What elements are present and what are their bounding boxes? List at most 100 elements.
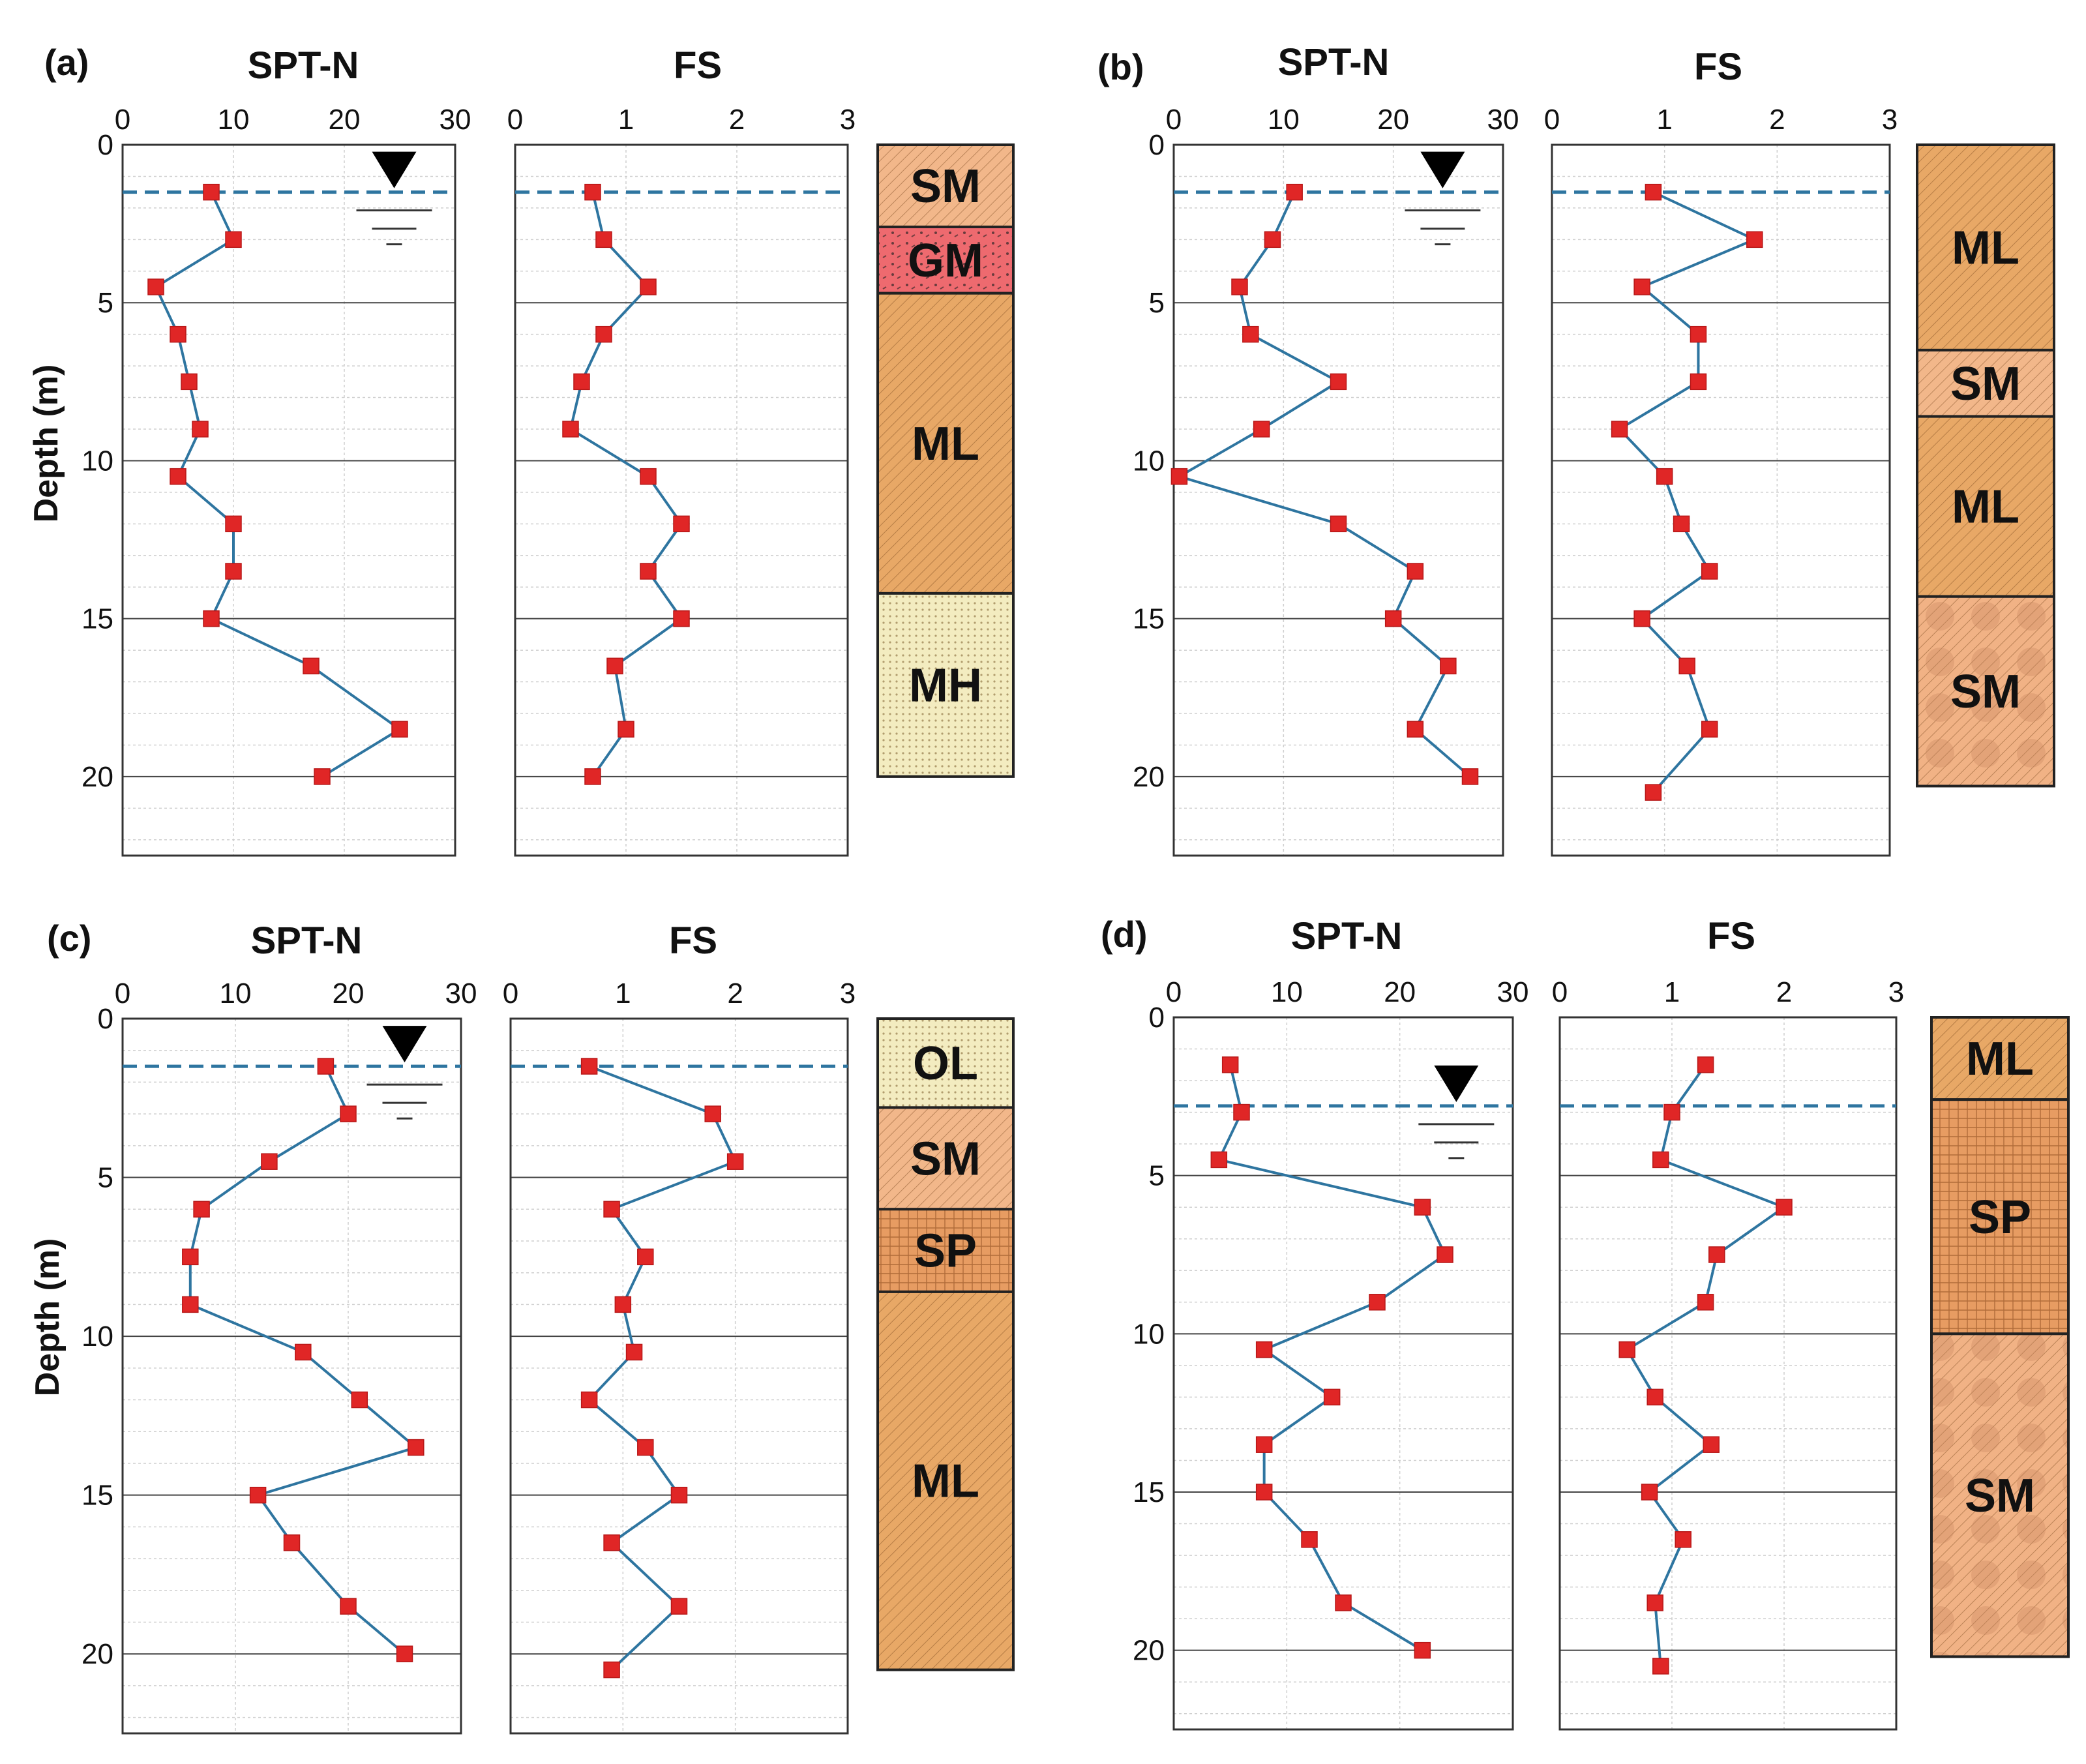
- x-tick-label: 1: [1664, 976, 1680, 1008]
- y-tick-label: 20: [82, 761, 113, 793]
- soil-layer-label: SP: [914, 1225, 977, 1278]
- data-point: [606, 657, 623, 675]
- series-line: [1176, 191, 1471, 778]
- x-tick-label: 1: [1656, 104, 1672, 136]
- y-tick-label: 5: [1149, 1160, 1165, 1192]
- data-point: [673, 515, 690, 533]
- data-point: [1330, 515, 1347, 533]
- soil-layer-pattern: [878, 1291, 1013, 1670]
- x-tick-label: 3: [840, 978, 856, 1009]
- x-tick-label: 10: [220, 978, 252, 1009]
- x-tick-label: 3: [1882, 104, 1898, 136]
- soil-layer-pattern: [878, 593, 1013, 777]
- y-tick-label: 10: [82, 445, 113, 477]
- data-point: [396, 1645, 413, 1662]
- soil-layer-border: [1930, 1332, 2070, 1658]
- fs-plot: 0 1 2 3: [507, 104, 856, 857]
- soil-layer-pattern: [878, 1107, 1013, 1210]
- data-point: [580, 1391, 598, 1409]
- soil-layer-label: OL: [913, 1038, 978, 1090]
- data-point: [1255, 1484, 1273, 1501]
- spt-plot: 0 10 20 30 0 5 10 15 20: [1133, 976, 1528, 1731]
- plot-frame: [509, 1017, 849, 1735]
- data-point: [1701, 721, 1718, 738]
- data-point: [192, 421, 209, 438]
- soil-layer-texture: [1917, 596, 2054, 786]
- x-tick-label: 20: [1384, 976, 1416, 1008]
- data-point: [1652, 1658, 1669, 1675]
- plot-frame: [1558, 1016, 1898, 1731]
- soil-layer: ML: [876, 292, 1015, 595]
- spt-title: SPT-N: [248, 44, 359, 87]
- fs-plot: 0 1 2 3: [503, 978, 856, 1735]
- soil-layer-label: GM: [908, 235, 983, 287]
- plot-frame: [1172, 143, 1504, 857]
- data-point: [1264, 231, 1281, 248]
- soil-layer-label: SM: [910, 1133, 981, 1185]
- panel-label: (c): [47, 918, 91, 959]
- data-point: [1414, 1641, 1431, 1659]
- data-point: [673, 610, 690, 627]
- y-tick-label: 0: [98, 129, 113, 161]
- y-tick-label: 10: [1133, 1318, 1165, 1350]
- data-point: [1678, 657, 1695, 675]
- soil-layer-label: MH: [909, 659, 982, 711]
- spt-plot: 0 10 20 30 0 5 10 15 20: [82, 104, 471, 857]
- data-point: [618, 721, 634, 738]
- panel-label: (d): [1101, 914, 1148, 955]
- soil-layer-pattern: [878, 145, 1013, 227]
- x-tick-label: 2: [1769, 104, 1785, 136]
- data-point: [1231, 278, 1248, 295]
- data-point: [1641, 1484, 1658, 1501]
- soil-layer-label: SM: [1950, 358, 2021, 410]
- data-point: [182, 1296, 199, 1313]
- soil-layer-pattern: [1931, 1017, 2068, 1100]
- data-point: [1633, 278, 1650, 295]
- data-point: [283, 1534, 301, 1551]
- x-tick-label: 2: [727, 978, 743, 1009]
- soil-layer: SM: [1916, 595, 2055, 788]
- plot-frame: [121, 1017, 462, 1735]
- y-tick-label: 5: [1149, 287, 1165, 319]
- data-point: [1330, 373, 1347, 391]
- series-line: [154, 191, 402, 778]
- data-point: [351, 1391, 368, 1409]
- data-point: [603, 1661, 620, 1679]
- data-point: [1690, 373, 1707, 391]
- soil-layer-pattern: [878, 293, 1013, 593]
- data-point: [340, 1105, 357, 1122]
- x-tick-label: 1: [618, 104, 634, 136]
- water-table-symbol: [356, 151, 432, 246]
- data-point: [1708, 1246, 1725, 1263]
- data-point: [1461, 768, 1479, 785]
- data-point: [147, 278, 164, 295]
- y-tick-label: 15: [1133, 603, 1165, 635]
- x-tick-label: 20: [329, 104, 361, 136]
- data-point: [1437, 1246, 1453, 1263]
- y-tick-label: 15: [82, 603, 113, 635]
- data-point: [1645, 784, 1662, 801]
- data-point: [182, 1248, 199, 1266]
- data-point: [573, 373, 590, 391]
- fs-plot: 0 1 2 3: [1544, 104, 1898, 857]
- soil-layer: MH: [876, 591, 1015, 778]
- data-point: [640, 563, 657, 580]
- y-tick-label: 20: [82, 1638, 113, 1670]
- soil-layer-label: ML: [1952, 222, 2019, 274]
- data-point: [1673, 515, 1690, 533]
- data-point: [408, 1439, 425, 1456]
- x-tick-label: 0: [503, 978, 518, 1009]
- data-point: [314, 768, 331, 785]
- data-point: [1253, 421, 1270, 438]
- y-tick-label: 15: [1133, 1476, 1165, 1508]
- plot-frame: [121, 143, 456, 857]
- soil-log: ML SM ML SM: [1916, 143, 2055, 788]
- data-point: [625, 1343, 643, 1361]
- data-point: [1776, 1199, 1793, 1216]
- soil-layer: SM: [1930, 1332, 2070, 1658]
- soil-layer: ML: [1930, 1016, 2070, 1101]
- data-point: [1369, 1294, 1386, 1311]
- data-point: [1746, 231, 1763, 248]
- x-tick-label: 3: [1888, 976, 1904, 1008]
